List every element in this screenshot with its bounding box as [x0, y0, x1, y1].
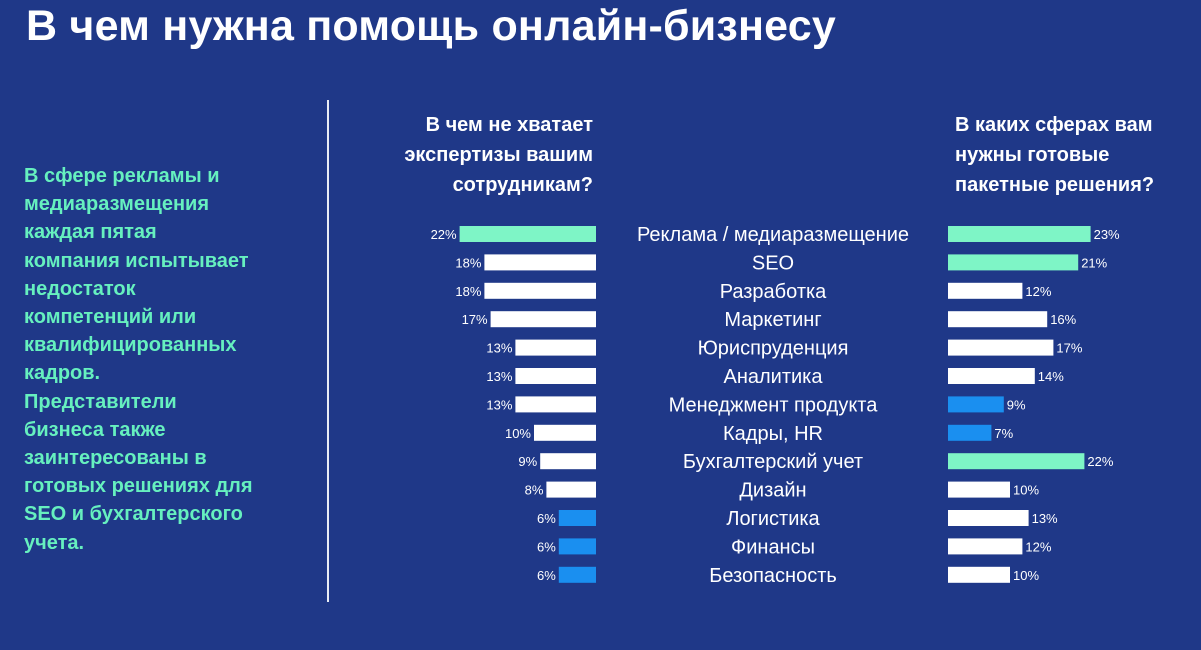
right-bar-value-label: 21%: [1081, 255, 1107, 270]
summary-line: квалифицированных: [24, 334, 237, 357]
left-column-header: В чем не хватает экспертизы вашим сотруд…: [404, 110, 593, 200]
summary-line: готовых решениях для: [24, 475, 253, 498]
left-bar-value-label: 18%: [455, 284, 481, 299]
right-column-header: В каких сферах вам нужны готовые пакетны…: [955, 110, 1154, 200]
summary-line: SEO и бухгалтерского: [24, 503, 243, 526]
right-bar: [948, 453, 1085, 470]
category-label: Логистика: [726, 508, 820, 530]
left-bar: [546, 481, 596, 498]
category-label: Менеджмент продукта: [669, 394, 879, 416]
summary-line: медиаразмещения: [24, 193, 210, 216]
summary-line: недостаток: [24, 277, 136, 300]
left-bar-value-label: 17%: [462, 312, 488, 327]
summary-line: компания испытывает: [24, 249, 249, 272]
left-bar: [490, 311, 596, 328]
left-bar-value-label: 10%: [505, 426, 531, 441]
left-bar-value-label: 13%: [486, 341, 512, 356]
left-bar: [558, 566, 596, 583]
vertical-divider: [327, 100, 329, 602]
category-label: Бухгалтерский учет: [683, 451, 863, 473]
right-bar: [948, 339, 1054, 356]
right-bar: [948, 481, 1010, 498]
right-bar-value-label: 12%: [1025, 284, 1051, 299]
left-bar: [534, 424, 596, 441]
left-header-line: сотрудникам?: [452, 174, 593, 196]
left-bar-value-label: 8%: [525, 483, 544, 498]
left-bar-value-label: 6%: [537, 568, 556, 583]
right-bar-value-label: 10%: [1013, 483, 1039, 498]
page-title: В чем нужна помощь онлайн-бизнесу: [26, 2, 836, 50]
summary-line: бизнеса также: [24, 418, 166, 441]
category-label: Дизайн: [739, 480, 806, 502]
right-bar: [948, 538, 1023, 555]
category-label: Маркетинг: [724, 309, 821, 331]
left-bar: [558, 538, 596, 555]
right-bar: [948, 424, 992, 441]
summary-line: заинтересованы в: [24, 447, 207, 470]
category-label: Юриспруденция: [698, 338, 849, 360]
summary-line: компетенций или: [24, 306, 197, 329]
summary-line: учета.: [24, 531, 85, 554]
left-bar: [515, 339, 596, 356]
left-bar-value-label: 9%: [518, 454, 537, 469]
category-label: Финансы: [731, 536, 815, 558]
right-bar-value-label: 9%: [1007, 397, 1026, 412]
category-label: SEO: [752, 252, 794, 274]
left-bar: [558, 510, 596, 526]
left-bar-value-label: 22%: [431, 227, 457, 242]
left-header-line: экспертизы вашим: [404, 144, 593, 166]
right-bar: [948, 396, 1004, 413]
left-bar: [515, 368, 596, 384]
left-bar: [515, 396, 596, 413]
right-bar: [948, 311, 1048, 328]
right-bar-value-label: 13%: [1032, 511, 1058, 526]
category-label: Аналитика: [724, 366, 824, 388]
right-header-line: пакетные решения?: [955, 174, 1155, 196]
right-bar-value-label: 16%: [1050, 312, 1076, 327]
left-bar: [484, 254, 596, 271]
left-bar-value-label: 6%: [537, 511, 556, 526]
right-bar-value-label: 17%: [1056, 341, 1082, 356]
left-bar-value-label: 13%: [486, 397, 512, 412]
right-bar: [948, 368, 1035, 384]
summary-line: каждая пятая: [24, 221, 157, 244]
left-bar: [459, 226, 596, 242]
right-bar: [948, 254, 1079, 271]
right-bar: [948, 510, 1029, 526]
right-bar-value-label: 14%: [1038, 369, 1064, 384]
right-bar-value-label: 22%: [1087, 454, 1113, 469]
category-label: Безопасность: [709, 565, 837, 587]
right-bar-value-label: 7%: [994, 426, 1013, 441]
left-header-line: В чем не хватает: [425, 114, 593, 136]
right-bar-value-label: 12%: [1025, 539, 1051, 554]
category-label: Реклама / медиаразмещение: [637, 224, 909, 246]
left-bar-value-label: 6%: [537, 539, 556, 554]
left-bar: [484, 282, 596, 299]
summary-line: В сфере рекламы и: [24, 165, 220, 187]
right-bar: [948, 226, 1091, 242]
right-bar: [948, 282, 1023, 299]
category-label: Разработка: [720, 281, 827, 303]
summary-line: Представители: [24, 390, 177, 413]
summary-text: В сфере рекламы и медиаразмещения каждая…: [24, 162, 304, 557]
right-header-line: нужны готовые: [955, 144, 1110, 166]
right-header-line: В каких сферах вам: [955, 114, 1153, 136]
right-bar-value-label: 23%: [1094, 227, 1120, 242]
right-bar-value-label: 10%: [1013, 568, 1039, 583]
left-bar-value-label: 18%: [455, 255, 481, 270]
right-bar: [948, 566, 1010, 583]
summary-line: кадров.: [24, 362, 101, 385]
left-bar-value-label: 13%: [486, 369, 512, 384]
category-label: Кадры, HR: [723, 423, 823, 445]
left-bar: [540, 453, 596, 470]
